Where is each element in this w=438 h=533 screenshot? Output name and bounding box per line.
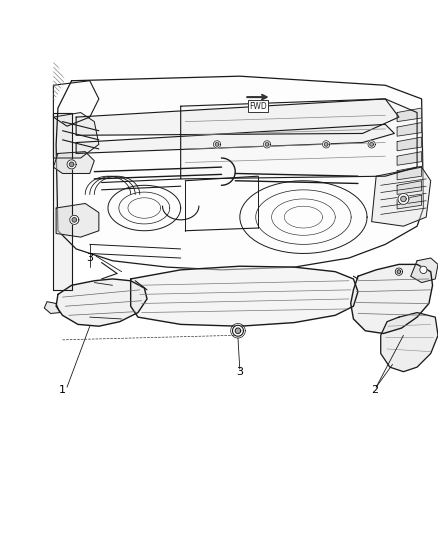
Polygon shape xyxy=(70,215,79,224)
Polygon shape xyxy=(131,266,358,326)
Polygon shape xyxy=(397,270,401,273)
Polygon shape xyxy=(53,80,99,126)
Polygon shape xyxy=(235,328,241,334)
Polygon shape xyxy=(397,137,422,151)
Polygon shape xyxy=(56,279,147,326)
Polygon shape xyxy=(56,76,424,270)
Polygon shape xyxy=(215,142,219,146)
Polygon shape xyxy=(351,264,433,334)
Text: 2: 2 xyxy=(371,385,378,395)
Polygon shape xyxy=(401,196,406,201)
Polygon shape xyxy=(397,166,422,180)
Polygon shape xyxy=(72,217,77,222)
Polygon shape xyxy=(265,142,269,146)
Polygon shape xyxy=(325,142,328,146)
Polygon shape xyxy=(233,325,244,336)
Text: 1: 1 xyxy=(59,385,66,395)
Polygon shape xyxy=(411,258,438,282)
Polygon shape xyxy=(397,108,422,122)
Polygon shape xyxy=(181,99,417,179)
Text: 3: 3 xyxy=(236,367,243,377)
Polygon shape xyxy=(381,312,438,372)
Polygon shape xyxy=(371,167,431,226)
Polygon shape xyxy=(76,99,399,135)
Polygon shape xyxy=(397,123,422,136)
Polygon shape xyxy=(322,141,330,148)
Polygon shape xyxy=(53,80,99,126)
Polygon shape xyxy=(397,152,422,165)
Polygon shape xyxy=(76,124,394,154)
Polygon shape xyxy=(395,268,403,276)
Text: FWD: FWD xyxy=(249,102,267,111)
Polygon shape xyxy=(368,141,375,148)
Polygon shape xyxy=(213,141,221,148)
Polygon shape xyxy=(370,142,374,146)
Polygon shape xyxy=(67,160,76,169)
Polygon shape xyxy=(397,195,422,209)
Polygon shape xyxy=(398,193,409,204)
Polygon shape xyxy=(53,112,71,290)
Polygon shape xyxy=(397,181,422,195)
Text: 3: 3 xyxy=(86,253,93,263)
Polygon shape xyxy=(53,112,99,158)
Polygon shape xyxy=(44,302,60,313)
Polygon shape xyxy=(56,204,99,237)
Polygon shape xyxy=(263,141,271,148)
Polygon shape xyxy=(420,266,427,273)
Polygon shape xyxy=(53,152,94,173)
Polygon shape xyxy=(69,162,74,167)
